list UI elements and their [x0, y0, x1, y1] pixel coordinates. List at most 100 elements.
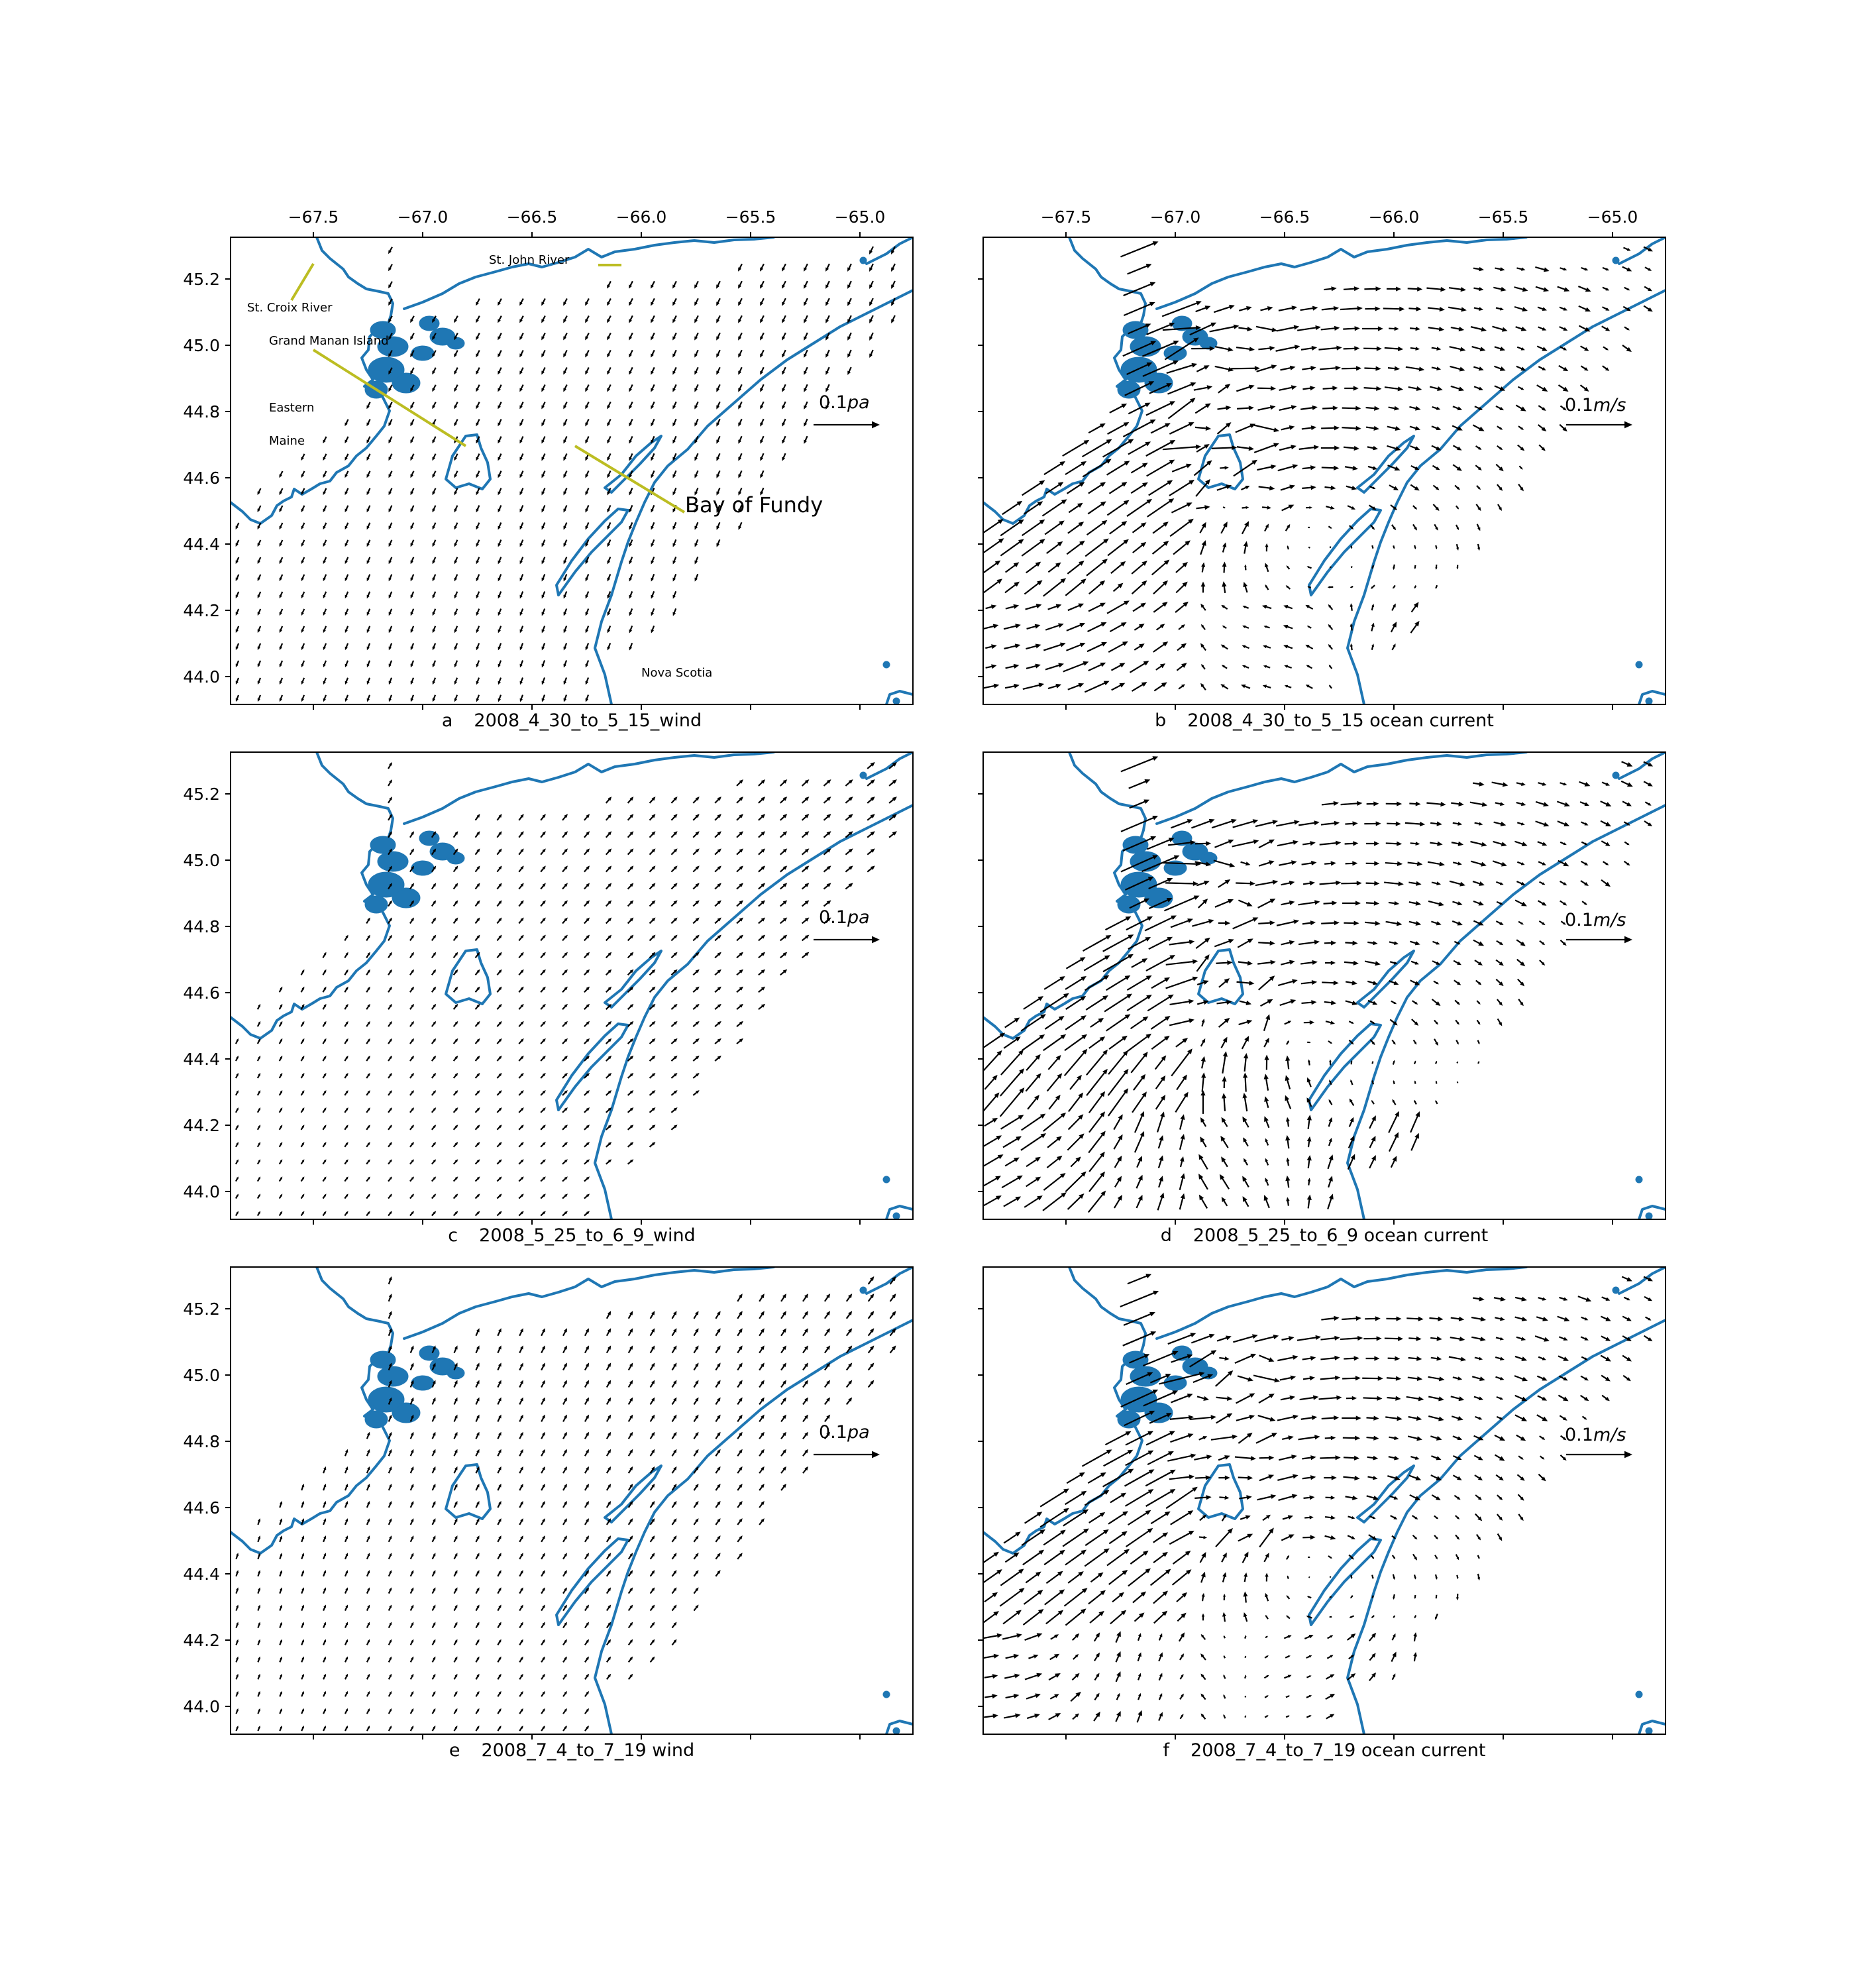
- vector-head: [454, 1483, 458, 1488]
- vector-head: [498, 681, 501, 685]
- vector-head: [257, 491, 260, 496]
- vector-head: [694, 543, 698, 547]
- vector-head: [1306, 1155, 1312, 1161]
- vector-head: [1222, 1051, 1228, 1057]
- vector-head: [717, 986, 721, 991]
- panel-b: −67.5 −67.0 −66.5 −66.0 −65.5 −65.00.1m/sb 200…: [978, 207, 1666, 731]
- vector-head: [498, 594, 501, 599]
- vector-head: [760, 353, 764, 358]
- vector-shaft: [1133, 1076, 1145, 1091]
- vector-shaft: [1026, 563, 1039, 574]
- vector-head: [1244, 521, 1249, 527]
- vector-head: [1077, 1074, 1082, 1081]
- vector-head: [608, 1397, 611, 1402]
- vector-head: [1331, 286, 1337, 292]
- vector-head: [389, 900, 392, 904]
- vector-head: [1079, 540, 1085, 546]
- vector-head: [1222, 542, 1227, 548]
- vector-head: [804, 814, 810, 818]
- vector-head: [454, 1090, 458, 1093]
- vector-head: [1306, 1115, 1312, 1121]
- vector-head: [388, 646, 392, 651]
- vector-head: [739, 1397, 743, 1402]
- vector-head: [433, 952, 437, 956]
- vector-head: [1192, 976, 1198, 981]
- vector-head: [520, 1211, 524, 1215]
- vector-head: [366, 560, 370, 565]
- vector-head: [410, 388, 413, 392]
- vector-shaft: [1153, 582, 1167, 594]
- vector-head: [1246, 1000, 1252, 1005]
- vector-head: [366, 543, 370, 547]
- vector-head: [804, 1328, 809, 1333]
- vector-head: [389, 1159, 392, 1162]
- vector-head: [586, 1003, 590, 1008]
- vector-shaft: [1025, 1075, 1040, 1092]
- vector-head: [717, 1397, 721, 1402]
- vector-head: [717, 1362, 721, 1367]
- vector-head: [1306, 626, 1310, 628]
- vector-head: [804, 302, 808, 306]
- vector-head: [629, 422, 633, 427]
- vector-head: [1478, 901, 1485, 906]
- vector-shaft: [1276, 821, 1297, 827]
- vector-head: [1291, 385, 1297, 390]
- vector-head: [672, 336, 676, 341]
- vector-head: [564, 1055, 568, 1060]
- vector-head: [694, 336, 698, 341]
- vector-head: [1499, 902, 1503, 905]
- vector-head: [1193, 895, 1200, 901]
- vector-head: [586, 1501, 590, 1505]
- vector-head: [1395, 446, 1401, 451]
- vector-head: [433, 1021, 437, 1024]
- vector-head: [716, 353, 720, 358]
- vector-head: [433, 1159, 437, 1162]
- vector-head: [1436, 941, 1440, 945]
- vector-head: [695, 831, 700, 836]
- vector-head: [1169, 459, 1175, 465]
- vector-head: [738, 422, 742, 427]
- coastline-digby-neck: [555, 1537, 629, 1626]
- vector-head: [782, 1483, 786, 1488]
- vector-head: [454, 1345, 458, 1350]
- vector-head: [1014, 1017, 1020, 1022]
- vector-head: [1374, 841, 1380, 846]
- vector-head: [323, 646, 326, 651]
- vector-head: [1478, 406, 1483, 410]
- vector-shaft: [1235, 424, 1253, 433]
- vector-shaft: [1126, 917, 1151, 931]
- vector-head: [454, 1021, 458, 1024]
- vector-head: [782, 1449, 786, 1454]
- vector-head: [520, 934, 524, 939]
- vector-head: [739, 1518, 743, 1523]
- vector-head: [1563, 307, 1567, 311]
- vector-head: [388, 267, 392, 272]
- vector-head: [1164, 1016, 1171, 1021]
- vector-head: [411, 934, 415, 938]
- vector-head: [1148, 381, 1155, 386]
- vector-head: [1117, 1155, 1122, 1162]
- vector-head: [695, 1311, 699, 1315]
- vector-head: [1018, 519, 1024, 525]
- vector-head: [1242, 1176, 1247, 1182]
- vector-head: [411, 900, 415, 904]
- vector-head: [1265, 1158, 1268, 1162]
- island-cluster: [1117, 380, 1141, 399]
- vector-head: [1435, 1022, 1439, 1025]
- vector-shaft: [1048, 1097, 1059, 1110]
- vector-head: [367, 1073, 370, 1076]
- vector-head: [629, 1311, 633, 1315]
- vector-head: [1306, 1194, 1312, 1200]
- vector-head: [1037, 501, 1043, 506]
- vector-head: [564, 1003, 568, 1008]
- vector-head: [1520, 347, 1525, 351]
- vector-head: [1352, 465, 1358, 470]
- vector-head: [389, 1193, 392, 1197]
- vector-head: [541, 457, 545, 461]
- vector-head: [1203, 365, 1210, 370]
- vector-head: [1075, 1156, 1081, 1162]
- vector-head: [1164, 977, 1170, 983]
- vector-shaft: [1109, 522, 1126, 535]
- vector-head: [760, 319, 764, 323]
- vector-shaft: [983, 1094, 998, 1113]
